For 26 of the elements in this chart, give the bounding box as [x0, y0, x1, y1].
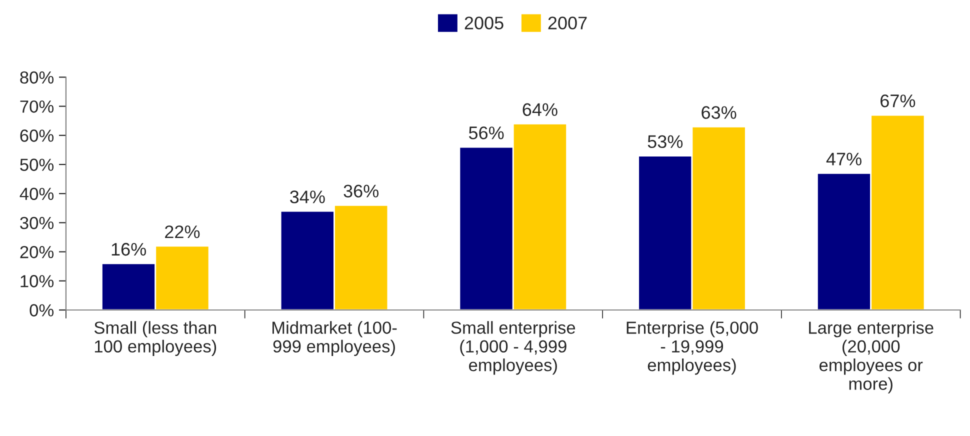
data-label: 34% [290, 190, 325, 204]
y-tick-label: 20% [20, 246, 54, 258]
y-tick-label: 0% [30, 304, 54, 316]
data-label: 56% [468, 126, 504, 140]
y-tick-label: 70% [20, 100, 54, 113]
y-tick-label: 60% [20, 130, 54, 142]
y-tick-label: 50% [20, 158, 54, 171]
data-label: 16% [112, 242, 146, 256]
data-label: 22% [165, 225, 200, 238]
x-tick-label: Small (less than 100 employees) [94, 321, 216, 356]
x-tick-label: Enterprise (5,000 - 19,999 employees) [626, 321, 758, 375]
y-tick-label: 30% [20, 216, 54, 230]
data-label: 53% [648, 135, 683, 148]
data-label: 63% [702, 106, 736, 119]
legend-label: 2005 [464, 16, 504, 30]
data-label: 47% [826, 152, 862, 166]
y-tick-label: 40% [20, 188, 54, 200]
legend-label: 2007 [548, 16, 587, 30]
x-tick-label: Small enterprise (1,000 - 4,999 employees) [451, 321, 576, 375]
data-label: 64% [522, 103, 558, 116]
data-label: 67% [880, 94, 916, 108]
y-tick-label: 10% [20, 275, 54, 288]
x-tick-label: Midmarket (100- 999 employees) [272, 321, 397, 356]
y-tick-label: 80% [20, 71, 54, 84]
data-label: 36% [344, 184, 379, 198]
x-tick-label: Large enterprise (20,000 employees or more) [809, 321, 934, 394]
